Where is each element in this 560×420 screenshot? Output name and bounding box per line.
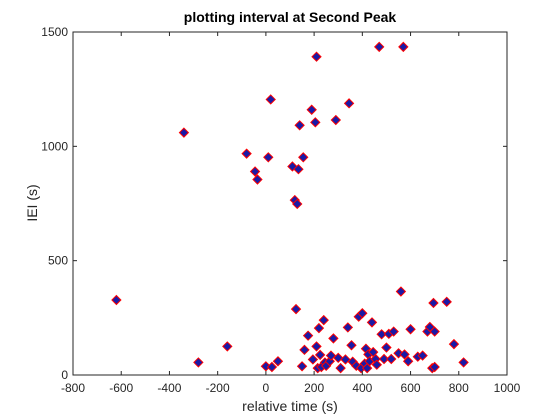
data-point (272, 356, 284, 367)
data-point (343, 98, 355, 109)
data-point (388, 326, 399, 337)
x-axis-label: relative time (s) (242, 398, 338, 414)
data-point (298, 152, 309, 163)
data-point (342, 322, 354, 333)
data-point (299, 344, 310, 356)
data-point (371, 359, 383, 370)
x-tick-label: -200 (206, 381, 230, 395)
y-tick-label: 1000 (41, 139, 68, 153)
data-point (429, 326, 440, 337)
data-point (252, 174, 263, 185)
axes-box (72, 31, 508, 376)
x-tick-label: 0 (263, 381, 270, 395)
data-point (381, 342, 392, 353)
data-point (374, 41, 385, 53)
data-point (448, 338, 460, 350)
x-tick-label: 400 (352, 381, 372, 395)
data-point (265, 94, 276, 105)
x-tick-label: -400 (157, 381, 181, 395)
data-point (293, 163, 304, 175)
data-point (378, 353, 390, 365)
data-point (441, 296, 452, 308)
data-point (405, 324, 416, 335)
data-point (428, 297, 439, 309)
data-point (111, 294, 122, 306)
x-tick-label: 200 (304, 381, 324, 395)
data-point (429, 361, 440, 373)
data-point (313, 322, 325, 334)
chart-title: plotting interval at Second Peak (183, 9, 397, 25)
x-tick-label: -800 (61, 381, 85, 395)
data-point (417, 350, 428, 361)
data-point (310, 117, 321, 128)
data-point (249, 166, 261, 177)
data-point (294, 120, 305, 131)
data-point (263, 152, 274, 163)
axis-ticks: -800 -600 -400 -200 0 200 400 600 800 1000 0 500 100… (41, 25, 520, 395)
data-point (314, 349, 326, 361)
data-point (292, 198, 303, 210)
data-point (302, 330, 314, 341)
data-point (311, 341, 322, 352)
data-point (330, 114, 342, 126)
data-point (333, 352, 344, 364)
data-point (458, 357, 469, 368)
data-point (260, 361, 272, 372)
x-tick-label: 600 (401, 381, 421, 395)
data-point (386, 353, 397, 365)
y-tick-label: 500 (48, 254, 68, 268)
data-points (111, 41, 469, 374)
x-tick-label: 1000 (494, 381, 521, 395)
x-tick-label: -600 (109, 381, 133, 395)
data-point (290, 303, 302, 315)
x-tick-label: 800 (449, 381, 469, 395)
data-point (222, 341, 233, 352)
data-point (178, 127, 190, 138)
data-point (402, 356, 414, 367)
y-tick-label: 0 (61, 368, 68, 382)
data-point (357, 308, 368, 319)
data-point (395, 286, 407, 297)
data-point (307, 354, 319, 365)
y-axis-label: IEI (s) (24, 184, 40, 222)
data-point (241, 148, 252, 159)
data-point (335, 362, 346, 374)
data-point (328, 333, 339, 344)
data-point (311, 51, 322, 62)
data-point (398, 41, 409, 53)
data-point (306, 104, 317, 115)
data-point (376, 329, 387, 340)
data-point (318, 314, 329, 326)
data-point (266, 361, 278, 373)
data-point (399, 349, 410, 360)
y-tick-label: 1500 (41, 25, 68, 39)
data-point (366, 317, 378, 328)
data-point (296, 361, 308, 372)
data-point (346, 340, 357, 351)
data-point (193, 357, 204, 368)
